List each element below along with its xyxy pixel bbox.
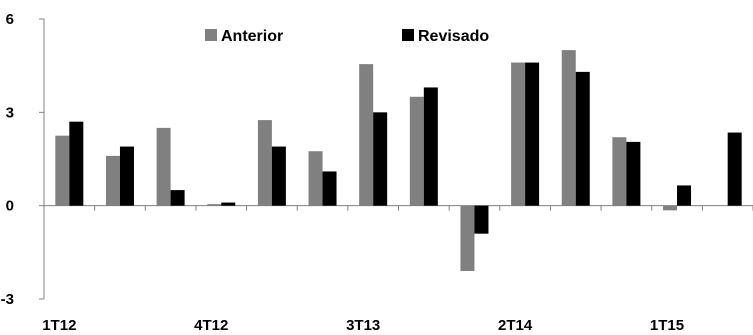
y-tick-labels: -3 0 3 6	[1, 11, 14, 308]
bar-revisado-3t14	[575, 71, 590, 206]
bar-anterior-2t14	[511, 62, 526, 206]
legend: Anterior Revisado	[205, 28, 489, 45]
y-tick-label: 3	[6, 104, 14, 121]
bar-anterior-3t14	[561, 50, 576, 206]
bar-revisado-2t12	[119, 146, 134, 206]
bar-anterior-4t13	[409, 96, 424, 206]
x-tick-label: 2T14	[498, 317, 533, 334]
bars	[55, 50, 742, 271]
bar-revisado-2t14	[525, 62, 540, 206]
bar-revisado-2t13	[322, 171, 337, 206]
y-tick-label: 6	[6, 11, 14, 28]
bar-anterior-2t12	[105, 155, 120, 206]
bar-anterior-3t12	[156, 127, 171, 206]
bar-anterior-1t13	[257, 120, 272, 206]
bar-anterior-1t12	[55, 135, 70, 206]
legend-label-revisado: Revisado	[418, 28, 489, 45]
x-tick-label: 4T12	[194, 317, 228, 334]
x-tick-labels: 1T12 4T12 3T13 2T14 1T15	[42, 317, 684, 334]
bar-revisado-2t15	[727, 132, 742, 206]
bar-anterior-1t14	[460, 205, 475, 271]
bar-anterior-4t12	[207, 204, 222, 206]
bar-anterior-3t13	[359, 64, 374, 206]
y-tick-label: -3	[1, 291, 14, 308]
legend-swatch-anterior	[205, 29, 217, 41]
bar-revisado-3t12	[170, 190, 185, 206]
legend-swatch-revisado	[402, 29, 414, 41]
bar-anterior-2t13	[308, 151, 323, 206]
bar-revisado-3t13	[373, 112, 388, 206]
x-tick-label: 3T13	[346, 317, 380, 334]
bar-revisado-1t14	[474, 205, 489, 234]
y-tick-label: 0	[6, 198, 14, 215]
axes	[39, 18, 753, 300]
bar-anterior-1t15	[663, 205, 678, 211]
bar-revisado-4t12	[221, 202, 236, 206]
bar-revisado-1t12	[69, 121, 84, 206]
x-tick-label: 1T15	[650, 317, 684, 334]
bar-anterior-4t14	[612, 137, 627, 206]
bar-revisado-4t13	[423, 87, 438, 206]
bar-revisado-4t14	[626, 141, 641, 206]
x-tick-label: 1T12	[42, 317, 76, 334]
bar-revisado-1t15	[677, 185, 692, 206]
legend-label-anterior: Anterior	[221, 28, 283, 45]
bar-revisado-1t13	[271, 146, 286, 206]
